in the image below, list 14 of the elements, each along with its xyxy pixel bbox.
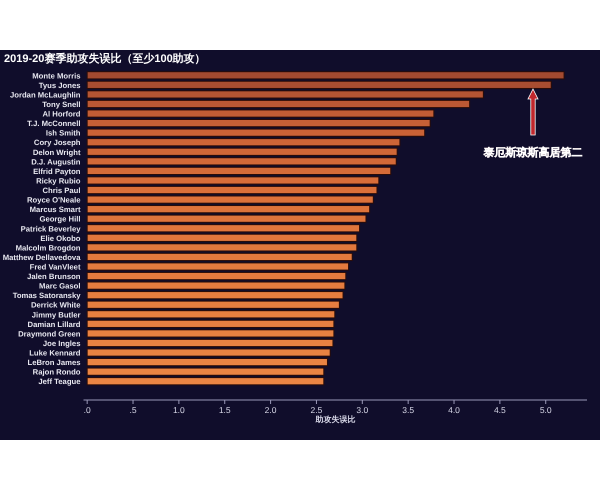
x-tick-label: 4.5 [494,405,506,415]
x-tick-label: 2.0 [264,405,277,415]
x-tick-label: 2.5 [310,405,323,415]
x-tick-label: 3.0 [356,405,368,415]
x-tick-label: 1.5 [218,405,231,415]
x-axis-title: 助攻失误比 [314,415,356,424]
x-tick-label: 1.0 [172,405,186,415]
x-tick-label: 4.0 [448,405,460,415]
x-tick-label: 3.5 [402,405,414,415]
annotation: 泰厄斯琼斯高居第二 [482,146,582,159]
x-tick-label: .0 [84,405,91,415]
x-tick-label: .5 [129,405,137,415]
chart-title: 2019-20赛季助攻失误比（至少100助攻） [4,52,206,65]
x-tick-label: 5.0 [540,405,552,415]
